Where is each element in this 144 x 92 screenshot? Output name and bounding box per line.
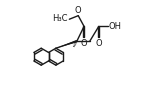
Text: O: O [80,39,87,48]
Text: O: O [74,6,81,15]
Polygon shape [56,40,77,48]
Text: O: O [95,39,102,48]
Text: OH: OH [109,22,122,31]
Text: H₃C: H₃C [52,14,68,23]
